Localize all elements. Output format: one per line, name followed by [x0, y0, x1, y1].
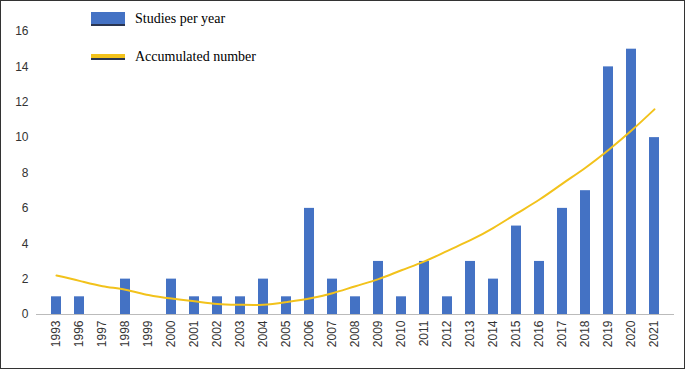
svg-text:4: 4: [22, 237, 29, 251]
svg-text:2002: 2002: [210, 320, 224, 347]
svg-text:2: 2: [22, 272, 29, 286]
svg-text:10: 10: [15, 130, 29, 144]
svg-text:2004: 2004: [256, 320, 270, 347]
svg-text:14: 14: [15, 60, 29, 74]
svg-text:2009: 2009: [371, 320, 385, 347]
svg-text:12: 12: [15, 95, 29, 109]
svg-text:16: 16: [15, 24, 29, 38]
svg-text:2020: 2020: [624, 320, 638, 347]
svg-text:6: 6: [22, 201, 29, 215]
svg-text:2003: 2003: [233, 320, 247, 347]
svg-text:2018: 2018: [578, 320, 592, 347]
svg-text:2012: 2012: [440, 320, 454, 347]
svg-text:2001: 2001: [187, 320, 201, 347]
svg-text:2005: 2005: [279, 320, 293, 347]
svg-text:2019: 2019: [601, 320, 615, 347]
svg-text:1993: 1993: [49, 320, 63, 347]
html-text:Studies per year: Studies per year: [135, 11, 226, 26]
svg-text:2000: 2000: [164, 320, 178, 347]
svg-text:2013: 2013: [463, 320, 477, 347]
svg-text:2016: 2016: [532, 320, 546, 347]
svg-text:1998: 1998: [118, 320, 132, 347]
svg-text:2014: 2014: [486, 320, 500, 347]
svg-text:2015: 2015: [509, 320, 523, 347]
html-text:Accumulated number: Accumulated number: [135, 49, 256, 64]
svg-text:2010: 2010: [394, 320, 408, 347]
svg-text:2021: 2021: [647, 320, 661, 347]
svg-text:2017: 2017: [555, 320, 569, 347]
svg-text:2008: 2008: [348, 320, 362, 347]
svg-text:1999: 1999: [141, 320, 155, 347]
svg-text:8: 8: [22, 166, 29, 180]
svg-text:0: 0: [22, 307, 29, 321]
svg-text:1997: 1997: [95, 320, 109, 347]
svg-text:2006: 2006: [302, 320, 316, 347]
svg-text:2007: 2007: [325, 320, 339, 347]
svg-text:1996: 1996: [72, 320, 86, 347]
svg-text:2011: 2011: [417, 320, 431, 346]
